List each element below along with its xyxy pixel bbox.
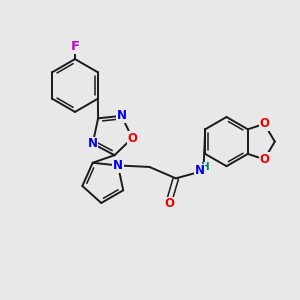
Text: O: O bbox=[259, 117, 269, 130]
Text: O: O bbox=[127, 131, 137, 145]
Text: N: N bbox=[116, 110, 127, 122]
Text: N: N bbox=[113, 159, 123, 172]
Text: O: O bbox=[164, 197, 174, 210]
Text: H: H bbox=[201, 162, 209, 172]
Text: O: O bbox=[259, 153, 269, 166]
Text: F: F bbox=[70, 40, 80, 53]
Text: N: N bbox=[88, 137, 98, 150]
Text: N: N bbox=[195, 164, 205, 177]
